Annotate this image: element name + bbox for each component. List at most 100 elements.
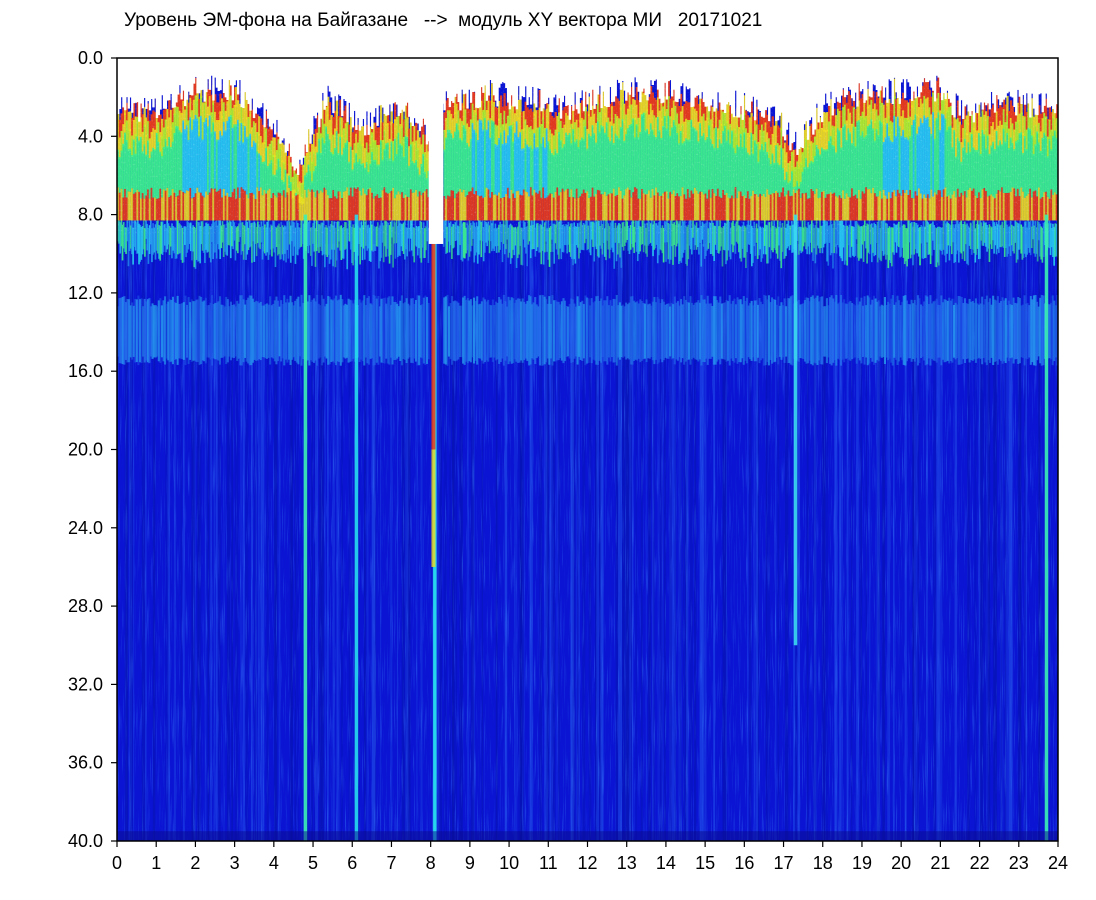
transition-band-cell — [778, 226, 780, 246]
mid-band-cell — [504, 301, 507, 361]
mid-band-cell — [512, 298, 515, 364]
mid-band-cell — [302, 303, 305, 360]
transition-band-cell — [315, 219, 318, 252]
transition-band-cell — [740, 226, 743, 262]
mask-cell — [715, 58, 718, 109]
mid-band-cell — [625, 302, 628, 360]
mid-band-cell — [659, 302, 662, 360]
transition-band-cell — [754, 227, 757, 256]
transition-band-cell — [412, 227, 414, 257]
mid-band-cell — [501, 303, 504, 359]
mask-cell — [549, 58, 552, 112]
mask-cell — [134, 58, 138, 103]
transition-band-cell — [265, 227, 267, 256]
transition-band-cell — [334, 227, 337, 268]
mask-cell — [780, 58, 783, 113]
transition-band-cell — [553, 223, 556, 264]
mask-cell — [506, 58, 510, 103]
mid-band-cell — [443, 297, 446, 364]
mask-cell — [388, 58, 392, 105]
transition-band-cell — [593, 222, 596, 262]
transition-band-cell — [379, 225, 381, 262]
mask-cell — [581, 58, 584, 91]
mask-cell — [155, 58, 159, 119]
mask-cell — [704, 58, 707, 107]
mid-band-cell — [763, 294, 766, 366]
mid-band-cell — [901, 301, 904, 361]
transition-band-cell — [1042, 222, 1045, 258]
mask-cell — [685, 58, 688, 87]
transition-band-cell — [376, 222, 379, 247]
x-tick-label: 20 — [891, 853, 911, 873]
transition-band-cell — [186, 221, 189, 253]
mask-cell — [912, 58, 916, 92]
transition-band-cell — [819, 219, 821, 254]
mid-band-cell — [952, 304, 955, 358]
transition-band-cell — [543, 222, 546, 253]
mid-band-cell — [328, 296, 331, 365]
mask-cell — [459, 58, 462, 111]
mid-band-cell — [587, 298, 590, 363]
mid-band-cell — [124, 302, 127, 360]
mid-band-cell — [237, 303, 240, 359]
transition-band-cell — [336, 221, 339, 248]
mid-band-cell — [835, 294, 838, 366]
mid-band-cell — [490, 305, 493, 358]
mid-band-cell — [538, 295, 541, 366]
x-tick-label: 3 — [230, 853, 240, 873]
bottom-shade — [117, 831, 1058, 841]
mid-band-cell — [894, 302, 897, 360]
mask-cell — [289, 58, 293, 157]
mid-band-cell — [705, 303, 708, 359]
transition-band-cell — [408, 227, 411, 252]
mask-cell — [554, 58, 557, 95]
transition-band-cell — [204, 226, 206, 263]
transition-band-cell — [192, 225, 194, 252]
mid-band-cell — [654, 302, 658, 360]
mid-band-cell — [159, 298, 162, 364]
transition-band-cell — [340, 225, 343, 260]
mask-cell — [1009, 58, 1013, 97]
transition-band-cell — [271, 225, 273, 257]
transition-band-cell — [955, 220, 958, 255]
transition-band-cell — [947, 223, 950, 246]
mask-cell — [161, 58, 164, 96]
mid-band-cell — [637, 303, 640, 359]
transition-band-cell — [601, 224, 604, 255]
mask-cell — [951, 58, 954, 116]
transition-band-cell — [985, 222, 987, 247]
mask-cell — [457, 58, 460, 103]
mid-band-cell — [904, 295, 907, 366]
mask-cell — [270, 58, 273, 130]
mask-cell — [658, 58, 662, 99]
transition-band-cell — [990, 227, 993, 249]
transition-band-cell — [327, 220, 330, 255]
transition-band-cell — [725, 223, 727, 265]
mask-cell — [1022, 58, 1025, 96]
mid-band-cell — [855, 297, 858, 364]
mask-cell — [831, 58, 834, 116]
mid-band-cell — [134, 298, 137, 363]
transition-band-cell — [535, 223, 538, 251]
mask-cell — [713, 58, 716, 112]
transition-band-cell — [842, 224, 845, 248]
above-band-mask — [117, 58, 1058, 175]
mid-band-cell — [565, 305, 568, 357]
mid-band-cell — [222, 305, 225, 358]
mid-band-cell — [327, 296, 330, 365]
x-tick-label: 14 — [656, 853, 676, 873]
transition-band-cell — [1041, 227, 1044, 263]
transition-band-cell — [272, 220, 274, 249]
mid-band-cell — [850, 302, 854, 360]
y-tick-label: 40.0 — [68, 831, 103, 851]
mid-band-cell — [600, 298, 603, 363]
mask-cell — [875, 58, 879, 91]
transition-band-cell — [1039, 223, 1041, 257]
transition-band-cell — [558, 222, 560, 260]
mid-band-cell — [494, 301, 498, 361]
mid-band-cell — [195, 299, 198, 362]
chart-title: Уровень ЭМ-фона на Байгазане --> модуль … — [124, 10, 763, 31]
transition-band-cell — [247, 227, 250, 251]
transition-band-cell — [345, 222, 347, 249]
y-axis: 0.04.08.012.016.020.024.028.032.036.040.… — [68, 48, 117, 851]
